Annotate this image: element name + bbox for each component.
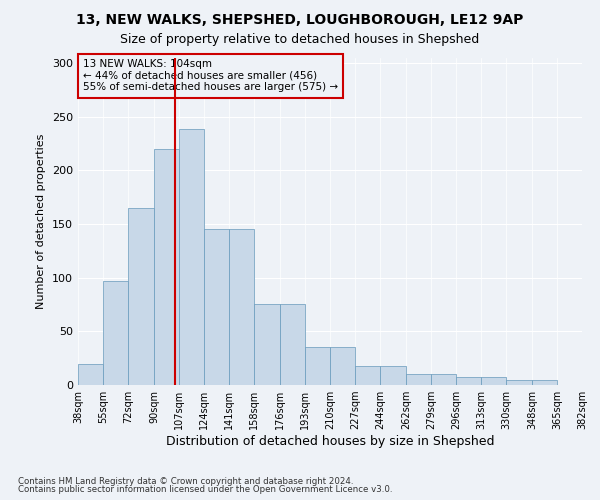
Bar: [456, 378, 481, 385]
Bar: [204, 230, 229, 385]
Bar: [229, 230, 254, 385]
Text: Contains HM Land Registry data © Crown copyright and database right 2024.: Contains HM Land Registry data © Crown c…: [18, 477, 353, 486]
Text: 13 NEW WALKS: 104sqm
← 44% of detached houses are smaller (456)
55% of semi-deta: 13 NEW WALKS: 104sqm ← 44% of detached h…: [83, 59, 338, 92]
Text: Contains public sector information licensed under the Open Government Licence v3: Contains public sector information licen…: [18, 485, 392, 494]
Bar: [330, 348, 355, 385]
Bar: [305, 348, 330, 385]
Bar: [532, 380, 557, 385]
X-axis label: Distribution of detached houses by size in Shepshed: Distribution of detached houses by size …: [166, 435, 494, 448]
Bar: [355, 366, 380, 385]
Bar: [431, 374, 456, 385]
Bar: [154, 149, 179, 385]
Bar: [128, 208, 154, 385]
Bar: [179, 130, 204, 385]
Bar: [103, 281, 128, 385]
Bar: [78, 364, 103, 385]
Text: Size of property relative to detached houses in Shepshed: Size of property relative to detached ho…: [121, 32, 479, 46]
Text: 13, NEW WALKS, SHEPSHED, LOUGHBOROUGH, LE12 9AP: 13, NEW WALKS, SHEPSHED, LOUGHBOROUGH, L…: [76, 12, 524, 26]
Bar: [254, 304, 280, 385]
Bar: [280, 304, 305, 385]
Bar: [380, 366, 406, 385]
Y-axis label: Number of detached properties: Number of detached properties: [37, 134, 46, 309]
Bar: [481, 378, 506, 385]
Bar: [506, 380, 532, 385]
Bar: [406, 374, 431, 385]
